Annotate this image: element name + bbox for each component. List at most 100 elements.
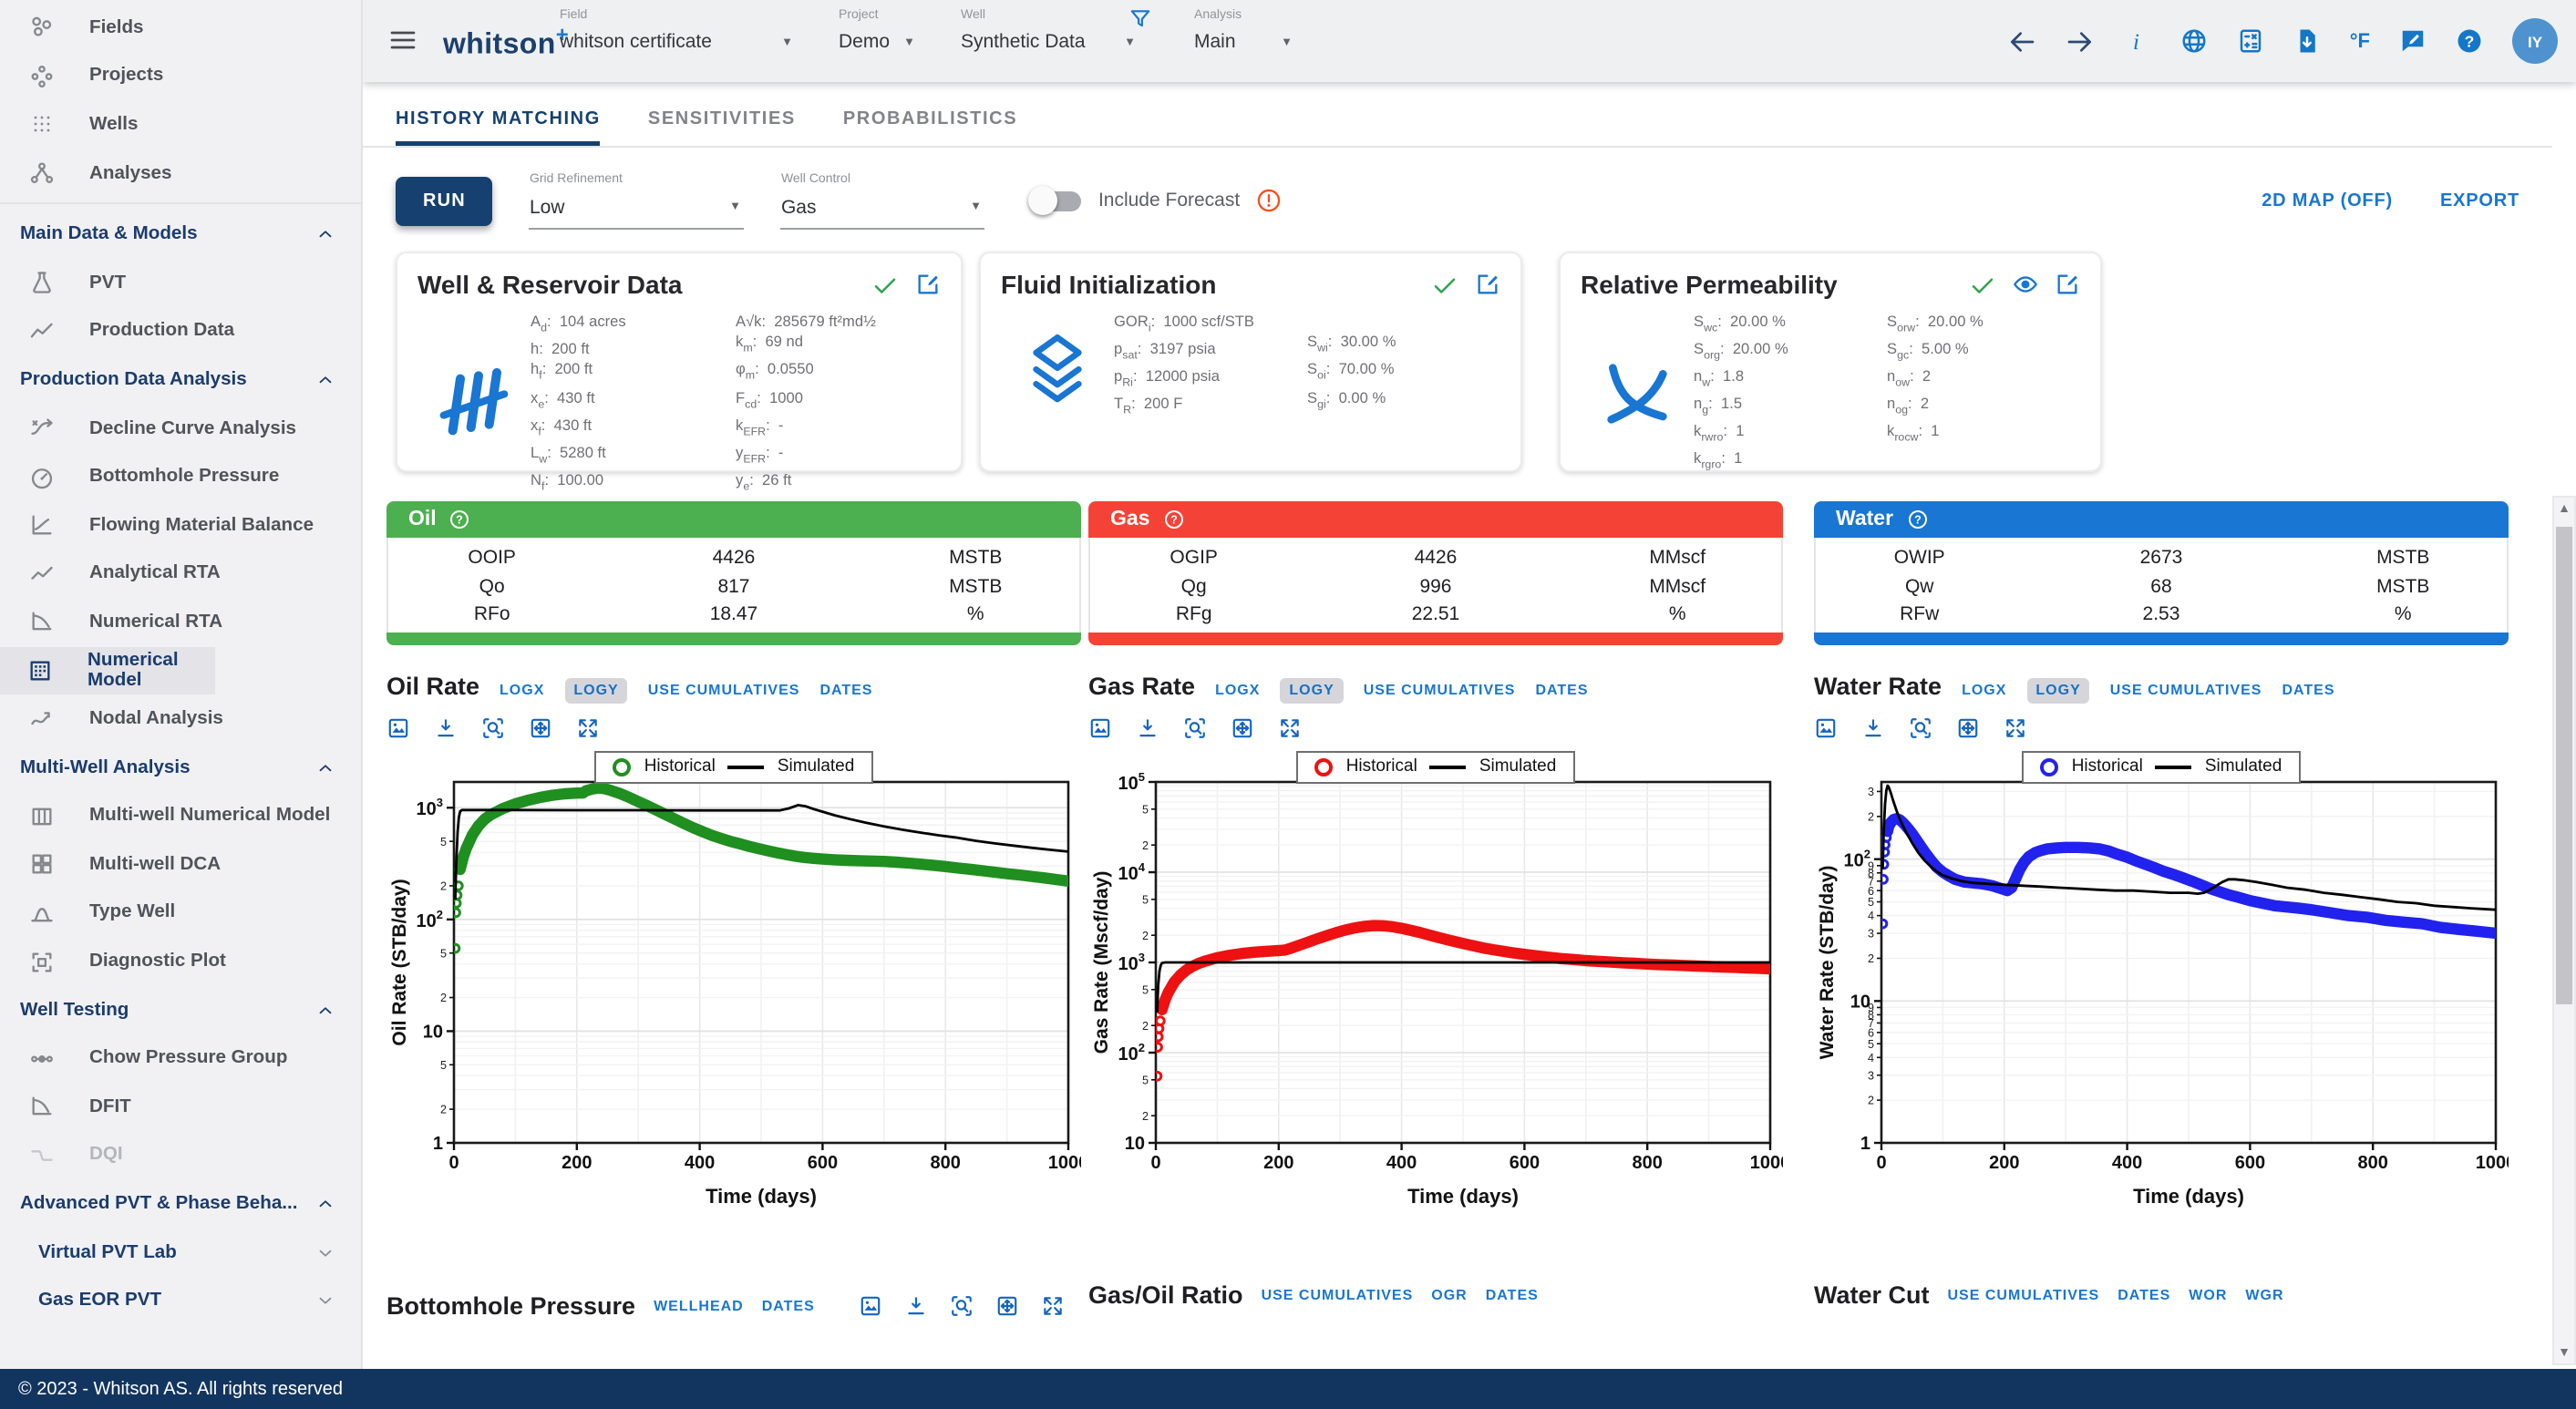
zoom-area-button[interactable] [1183, 715, 1207, 739]
panel-link-wellhead[interactable]: WELLHEAD [654, 1298, 744, 1314]
eye-icon[interactable] [2013, 272, 2038, 297]
well-select[interactable]: WellSynthetic Data▼ [961, 9, 1136, 53]
download-button[interactable] [904, 1294, 928, 1318]
fullscreen-button[interactable] [1041, 1294, 1065, 1318]
gas-rate-plot[interactable]: 102510225103251042510502004006008001000G… [1088, 770, 1783, 1219]
filter-icon[interactable] [1128, 7, 1152, 31]
export-image-button[interactable] [1088, 715, 1112, 739]
well-control-select[interactable]: Well Control Gas▼ [781, 172, 985, 229]
edit-icon[interactable] [2055, 272, 2080, 297]
chart-link-dates[interactable]: DATES [2282, 682, 2334, 698]
help-circle-icon[interactable]: ? [1163, 509, 1185, 530]
include-forecast-toggle[interactable] [1033, 190, 1082, 211]
sidebar-item-wells[interactable]: Wells [0, 100, 361, 149]
pan-button[interactable] [995, 1294, 1019, 1318]
info-button[interactable]: i [2124, 27, 2151, 55]
sidebar-item-pvt[interactable]: PVT [0, 259, 361, 307]
calculator-button[interactable] [2237, 27, 2264, 55]
sidebar-item-multi-well-numerical-model[interactable]: Multi-well Numerical Model [0, 792, 361, 840]
water-rate-plot[interactable]: 1234567891023456789102230200400600800100… [1814, 770, 2509, 1219]
2d-map-link[interactable]: 2D MAP (OFF) [2262, 190, 2393, 211]
sidebar-item-gas-eor-pvt[interactable]: Gas EOR PVT [0, 1277, 361, 1325]
download-button[interactable] [1136, 715, 1159, 739]
sidebar-item-numerical-model[interactable]: Numerical Model [0, 646, 215, 694]
sidebar-item-analyses[interactable]: Analyses [0, 149, 361, 198]
sidebar-item-dfit[interactable]: DFIT [0, 1083, 361, 1131]
help-button[interactable]: ? [2456, 27, 2483, 55]
sidebar-item-dqi[interactable]: DQI [0, 1131, 361, 1179]
edit-icon[interactable] [1475, 272, 1500, 297]
sidebar-section-production-data-analysis[interactable]: Production Data Analysis [0, 355, 361, 404]
help-circle-icon[interactable]: ? [1906, 509, 1928, 530]
sidebar-item-diagnostic-plot[interactable]: Diagnostic Plot [0, 938, 361, 986]
panel-link-dates[interactable]: DATES [762, 1298, 815, 1314]
export-image-button[interactable] [1814, 715, 1838, 739]
sidebar-item-nodal-analysis[interactable]: Nodal Analysis [0, 695, 361, 744]
chart-link-use-cumulatives[interactable]: USE CUMULATIVES [2110, 682, 2262, 698]
sidebar-section-advanced-pvt-phase-beha[interactable]: Advanced PVT & Phase Beha... [0, 1180, 361, 1229]
panel-link-ogr[interactable]: OGR [1431, 1287, 1467, 1303]
sidebar-item-multi-well-dca[interactable]: Multi-well DCA [0, 840, 361, 889]
sidebar-item-numerical-rta[interactable]: Numerical RTA [0, 598, 361, 646]
chart-link-logy[interactable]: LOGY [1280, 677, 1343, 703]
globe-button[interactable] [2180, 27, 2208, 55]
zoom-area-button[interactable] [950, 1294, 974, 1318]
chart-link-logy[interactable]: LOGY [2026, 677, 2089, 703]
fullscreen-button[interactable] [1278, 715, 1302, 739]
sidebar-item-virtual-pvt-lab[interactable]: Virtual PVT Lab [0, 1229, 361, 1277]
panel-link-dates[interactable]: DATES [1486, 1287, 1539, 1303]
sidebar-section-multi-well-analysis[interactable]: Multi-Well Analysis [0, 744, 361, 792]
zoom-area-button[interactable] [481, 715, 505, 739]
edit-icon[interactable] [915, 272, 941, 297]
deg-f-toggle[interactable]: °F [2350, 30, 2370, 52]
sidebar-item-projects[interactable]: Projects [0, 52, 361, 100]
pan-button[interactable] [1956, 715, 1980, 739]
sidebar-item-production-data[interactable]: Production Data [0, 307, 361, 355]
chart-link-logy[interactable]: LOGY [564, 677, 627, 703]
sidebar-item-bottomhole-pressure[interactable]: Bottomhole Pressure [0, 453, 361, 501]
pan-button[interactable] [1231, 715, 1254, 739]
tab-sensitivities[interactable]: SENSITIVITIES [648, 109, 796, 146]
user-avatar[interactable]: IY [2512, 18, 2558, 64]
zoom-area-button[interactable] [1909, 715, 1932, 739]
sidebar-item-flowing-material-balance[interactable]: Flowing Material Balance [0, 501, 361, 550]
chart-link-dates[interactable]: DATES [1535, 682, 1588, 698]
sidebar-item-chow-pressure-group[interactable]: Chow Pressure Group [0, 1034, 361, 1083]
panel-link-dates[interactable]: DATES [2117, 1287, 2170, 1303]
chart-link-dates[interactable]: DATES [819, 682, 872, 698]
sidebar-section-well-testing[interactable]: Well Testing [0, 986, 361, 1034]
panel-link-wor[interactable]: WOR [2189, 1287, 2227, 1303]
chart-link-use-cumulatives[interactable]: USE CUMULATIVES [1364, 682, 1516, 698]
file-download-button[interactable] [2293, 27, 2321, 55]
chart-link-logx[interactable]: LOGX [1215, 682, 1260, 698]
tab-probabilistics[interactable]: PROBABILISTICS [843, 109, 1017, 146]
chart-link-use-cumulatives[interactable]: USE CUMULATIVES [648, 682, 800, 698]
export-link[interactable]: EXPORT [2440, 190, 2519, 211]
panel-link-use-cumulatives[interactable]: USE CUMULATIVES [1948, 1287, 2100, 1303]
download-button[interactable] [1861, 715, 1885, 739]
export-image-button[interactable] [386, 715, 410, 739]
scroll-down-arrow[interactable]: ▼ [2554, 1342, 2574, 1363]
pan-button[interactable] [529, 715, 552, 739]
sidebar-item-fields[interactable]: Fields [0, 4, 361, 52]
project-select[interactable]: ProjectDemo▼ [839, 9, 915, 53]
help-circle-icon[interactable]: ? [449, 509, 471, 530]
sidebar-item-analytical-rta[interactable]: Analytical RTA [0, 550, 361, 598]
chart-link-logx[interactable]: LOGX [1962, 682, 2006, 698]
sidebar-section-main-data-models[interactable]: Main Data & Models [0, 211, 361, 259]
chart-link-logx[interactable]: LOGX [500, 682, 544, 698]
forward-arrow-button[interactable] [2066, 26, 2095, 56]
analysis-select[interactable]: AnalysisMain▼ [1194, 9, 1293, 53]
fullscreen-button[interactable] [2004, 715, 2027, 739]
export-image-button[interactable] [859, 1294, 882, 1318]
menu-icon[interactable] [388, 26, 417, 55]
scrollbar-thumb[interactable] [2556, 527, 2572, 1004]
feedback-button[interactable] [2399, 27, 2427, 55]
run-button[interactable]: RUN [396, 176, 493, 225]
back-arrow-button[interactable] [2007, 26, 2036, 56]
grid-refinement-select[interactable]: Grid Refinement Low▼ [530, 172, 745, 229]
panel-link-use-cumulatives[interactable]: USE CUMULATIVES [1262, 1287, 1414, 1303]
tab-history-matching[interactable]: HISTORY MATCHING [396, 109, 601, 146]
download-button[interactable] [434, 715, 458, 739]
fullscreen-button[interactable] [576, 715, 600, 739]
